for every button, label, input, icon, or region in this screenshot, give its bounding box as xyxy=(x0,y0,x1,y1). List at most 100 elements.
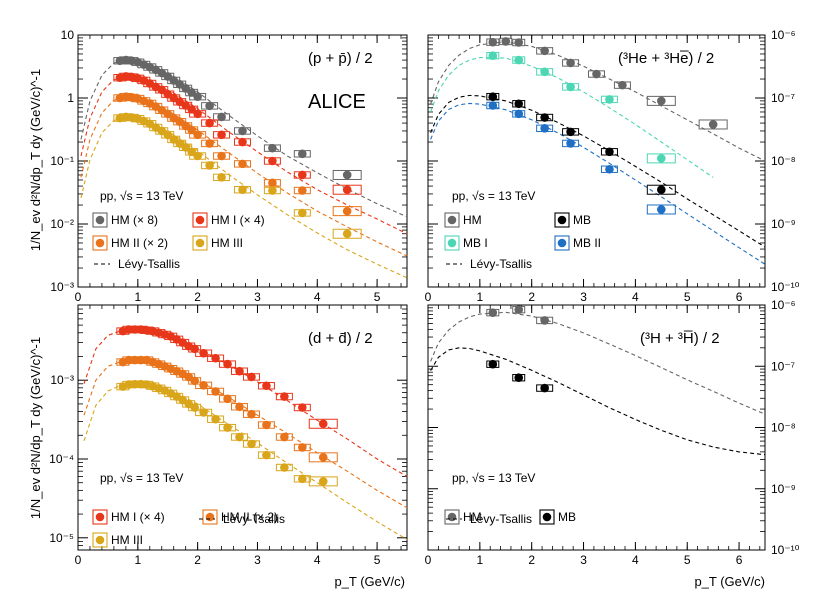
x-tick-label-triton-0: 0 xyxy=(425,553,432,567)
data-point-protons-hm-ii-2- xyxy=(163,109,173,119)
sys-box-helium3-mb-i xyxy=(646,153,676,164)
sys-box-helium3-hm xyxy=(698,119,728,130)
data-point-helium3-mb-i xyxy=(657,154,666,163)
data-point-helium3-mb xyxy=(514,99,524,109)
legend-swatch-marker-protons-1 xyxy=(195,215,205,225)
data-point-protons-hm-i-4- xyxy=(205,118,214,128)
legend-swatch-box-deuterons-0 xyxy=(92,509,108,525)
data-point-deuterons-hm-ii-2- xyxy=(280,432,289,442)
data-point-protons-hm-8- xyxy=(205,101,214,111)
data-point-protons-hm-iii xyxy=(298,208,307,218)
legend-swatch-marker-helium3-1 xyxy=(557,215,567,225)
data-point-protons-hm-ii-2- xyxy=(175,117,184,127)
data-point-deuterons-hm-iii xyxy=(280,463,289,472)
panel-frame-deuterons xyxy=(77,304,408,551)
x-tick-label-deuterons-3: 3 xyxy=(254,553,261,567)
x-tick-label-triton-2: 2 xyxy=(528,553,535,567)
x-tick-label-helium3-2: 2 xyxy=(528,290,535,304)
data-point-deuterons-hm-i-4- xyxy=(280,392,289,401)
data-point-protons-hm-ii-2- xyxy=(238,159,247,169)
x-tick-label-protons-2: 2 xyxy=(194,290,201,304)
data-point-deuterons-hm-i-4- xyxy=(262,381,271,391)
data-point-helium3-mb-i xyxy=(605,95,614,104)
y-tick-label-protons-3: 1 xyxy=(67,91,74,105)
data-point-protons-hm-i-4- xyxy=(157,85,167,95)
legend-label-protons-3: HM III xyxy=(211,236,243,250)
x-tick-label-triton-3: 3 xyxy=(580,553,587,567)
data-point-protons-hm-8- xyxy=(181,84,190,93)
data-point-deuterons-hm-ii-2- xyxy=(235,402,244,412)
fit-line-triton-0 xyxy=(430,311,766,415)
data-point-protons-hm-i-4- xyxy=(238,137,247,147)
data-point-deuterons-hm-ii-2- xyxy=(298,443,307,452)
legend-swatch-box-triton-0 xyxy=(444,509,460,525)
x-tick-label-protons-4: 4 xyxy=(314,290,321,304)
x-tick-label-helium3-1: 1 xyxy=(477,290,484,304)
data-point-helium3-mb-i xyxy=(488,51,498,60)
data-point-helium3-mb-ii xyxy=(605,164,614,174)
x-tick-label-deuterons-2: 2 xyxy=(194,553,201,567)
data-point-helium3-mb-ii xyxy=(540,124,549,133)
x-tick-label-triton-1: 1 xyxy=(477,553,484,567)
legend-label-protons-1: HM I (× 4) xyxy=(211,213,265,227)
legend-swatch-box-helium3-1 xyxy=(554,212,570,228)
legend-label-protons-2: HM II (× 2) xyxy=(111,236,168,250)
data-point-deuterons-hm-i-4- xyxy=(298,403,307,412)
y-tick-label-helium3-1: 10⁻⁹ xyxy=(771,217,796,231)
legend-swatch-marker-deuterons-2 xyxy=(95,535,105,545)
data-point-helium3-mb xyxy=(566,127,575,137)
sys-box-helium3-mb-ii xyxy=(646,204,676,215)
y-tick-label-protons-1: 10⁻² xyxy=(50,217,74,231)
x-tick-label-triton-4: 4 xyxy=(632,553,639,567)
x-tick-label-protons-1: 1 xyxy=(134,290,141,304)
data-point-helium3-mb-ii xyxy=(657,205,666,214)
data-point-helium3-mb-i xyxy=(540,67,549,77)
data-point-protons-hm-iii xyxy=(238,185,247,195)
legend-label-deuterons-1: HM II (× 2) xyxy=(221,510,278,524)
legend-fit-label-triton: Lévy-Tsallis xyxy=(470,512,532,526)
y-axis-label-bottom: 1/N_ev d²N/dp_T dy (GeV/c)^-1 xyxy=(28,337,43,519)
system-label-protons: pp, √s = 13 TeV xyxy=(100,189,183,203)
data-point-deuterons-hm-i-4- xyxy=(318,419,328,429)
data-point-helium3-mb xyxy=(605,147,614,157)
legend-swatch-marker-protons-0 xyxy=(95,215,105,225)
data-point-helium3-hm xyxy=(618,80,627,90)
data-point-protons-hm-i-4- xyxy=(217,130,226,140)
y-tick-label-helium3-4: 10⁻⁶ xyxy=(771,28,796,42)
data-point-helium3-mb-i xyxy=(514,55,524,65)
data-point-protons-hm-ii-2- xyxy=(205,139,214,148)
x-tick-label-helium3-0: 0 xyxy=(425,290,432,304)
data-point-deuterons-hm-iii xyxy=(211,414,220,424)
legend-swatch-marker-deuterons-1 xyxy=(205,512,215,522)
legend-swatch-marker-helium3-3 xyxy=(557,238,567,248)
panel-title-helium3: (³He + ³He̅) / 2 xyxy=(618,50,714,67)
sys-box-deuterons-hm-iii xyxy=(308,476,338,487)
data-point-helium3-mb xyxy=(657,185,666,195)
data-point-protons-hm-iii xyxy=(193,151,202,161)
y-tick-label-deuterons-1: 10⁻⁴ xyxy=(49,452,74,466)
data-point-protons-hm-8- xyxy=(298,149,307,159)
data-point-helium3-mb-ii xyxy=(566,139,575,148)
y-tick-label-triton-2: 10⁻⁸ xyxy=(771,421,796,435)
data-point-protons-hm-ii-2- xyxy=(193,130,202,140)
sys-box-deuterons-hm-ii-2- xyxy=(308,452,338,463)
x-tick-label-helium3-6: 6 xyxy=(736,290,743,304)
data-point-triton-hm xyxy=(488,308,498,317)
sys-box-deuterons-hm-i-4- xyxy=(308,418,338,429)
system-label-helium3: pp, √s = 13 TeV xyxy=(452,189,535,203)
sys-box-protons-hm-i-4- xyxy=(332,184,362,195)
data-point-helium3-hm xyxy=(566,58,575,68)
data-point-protons-hm-8- xyxy=(175,79,184,89)
panel-title-protons: (p + p̄) / 2 xyxy=(308,50,373,67)
y-tick-label-deuterons-2: 10⁻³ xyxy=(50,373,74,387)
legend-swatch-box-protons-2 xyxy=(92,235,108,251)
data-point-protons-hm-i-4- xyxy=(193,109,202,119)
data-point-protons-hm-8- xyxy=(238,126,247,136)
data-point-helium3-hm xyxy=(501,37,511,46)
x-tick-label-helium3-5: 5 xyxy=(684,290,691,304)
data-point-protons-hm-iii xyxy=(217,173,226,182)
sys-box-protons-hm-ii-2- xyxy=(332,206,362,217)
legend-label-deuterons-0: HM I (× 4) xyxy=(111,510,165,524)
data-point-protons-hm-iii xyxy=(342,229,352,239)
data-point-protons-hm-i-4- xyxy=(298,170,307,180)
